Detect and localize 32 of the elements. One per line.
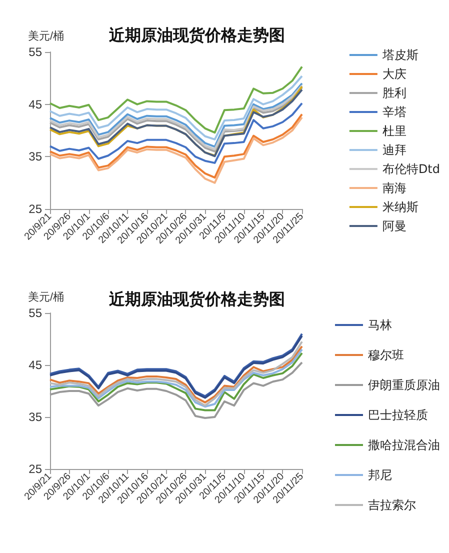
legend-label: 辛塔 [382, 105, 406, 119]
y-tick-label: 55 [28, 306, 42, 320]
chart-title: 近期原油现货价格走势图 [108, 290, 285, 308]
legend-label: 邦尼 [368, 468, 392, 482]
y-tick-label: 45 [28, 97, 42, 112]
y-tick-label: 45 [28, 358, 42, 372]
legend-label: 胜利 [382, 86, 406, 100]
legend-label: 巴士拉轻质 [368, 408, 428, 422]
legend-label: 吉拉索尔 [368, 498, 416, 512]
chart-title: 近期原油现货价格走势图 [108, 26, 285, 44]
legend-label: 穆尔班 [368, 348, 404, 362]
y-tick-label: 25 [28, 462, 42, 476]
y-tick-label: 35 [28, 150, 42, 164]
legend-label: 伊朗重质原油 [368, 378, 440, 392]
line-series [49, 102, 303, 164]
y-axis-title: 美元/桶 [28, 290, 64, 304]
legend-label: 马林 [368, 318, 392, 332]
y-tick-label: 55 [28, 45, 42, 59]
y-axis-title: 美元/桶 [28, 30, 64, 42]
y-tick-label: 25 [28, 202, 42, 216]
legend-label: 南海 [382, 181, 406, 195]
legend-label: 塔皮斯 [381, 48, 418, 62]
y-tick-label: 35 [28, 410, 42, 424]
legend-label: 撒哈拉混合油 [368, 438, 440, 452]
legend-label: 大庆 [382, 67, 406, 81]
legend-label: 米纳斯 [382, 200, 418, 214]
legend-label: 布伦特Dtd [382, 162, 440, 176]
legend-label: 杜里 [382, 124, 406, 138]
line-series [49, 75, 303, 140]
line-series [49, 66, 303, 134]
legend-label: 阿曼 [382, 219, 406, 233]
legend-label: 迪拜 [382, 143, 406, 157]
